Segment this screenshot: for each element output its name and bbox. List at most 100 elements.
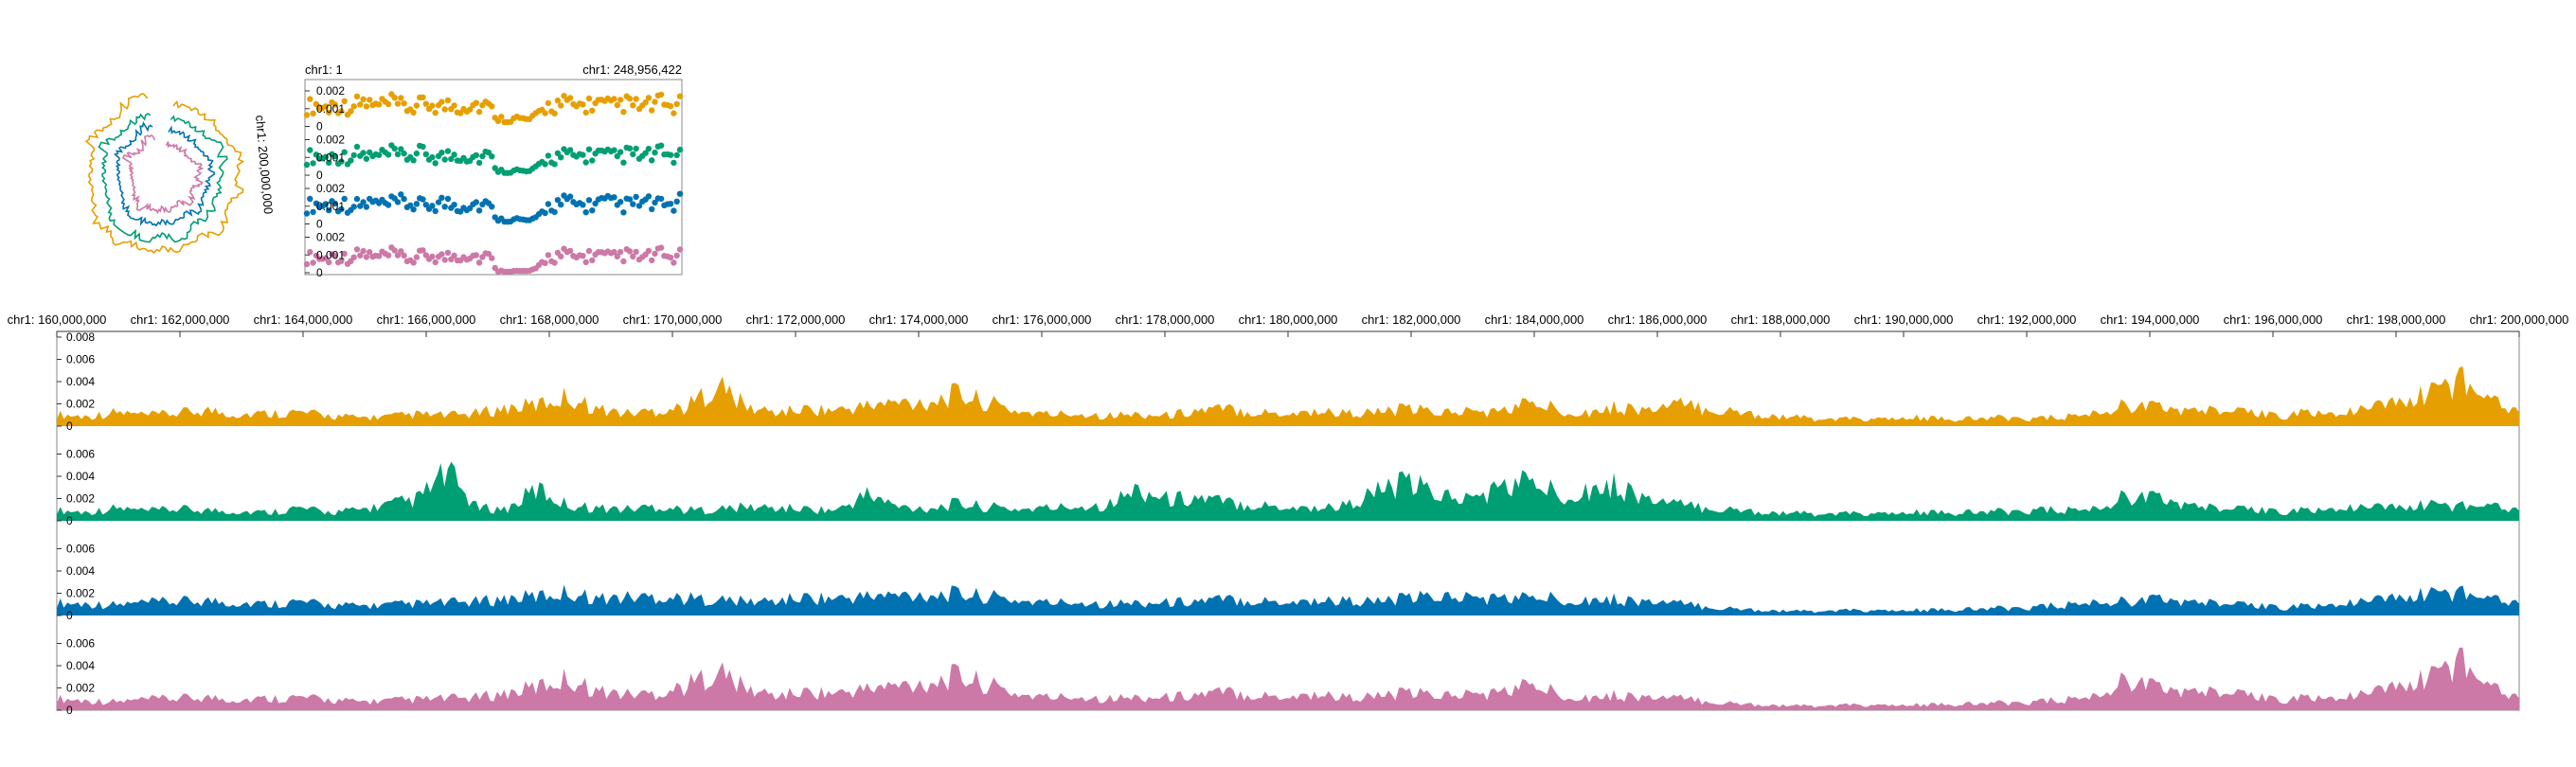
- overview-point: [391, 145, 398, 152]
- overview-point: [348, 108, 354, 115]
- overview-point: [451, 252, 457, 259]
- overview-point: [441, 106, 448, 113]
- overview-point: [585, 146, 593, 152]
- overview-point: [633, 96, 639, 102]
- overview-end-label: chr1: 248,956,422: [582, 62, 682, 77]
- overview-point: [385, 202, 392, 208]
- overview-point: [633, 248, 639, 256]
- x-axis-tick-label: chr1: 168,000,000: [500, 312, 599, 327]
- overview-point: [401, 100, 407, 107]
- overview-y-tick-label: 0.002: [316, 182, 345, 195]
- overview-point: [326, 159, 332, 166]
- overview-point: [444, 148, 452, 154]
- overview-point: [566, 147, 574, 153]
- overview-point: [313, 100, 320, 108]
- y-axis-tick-label: 0.004: [66, 375, 95, 388]
- y-axis-tick-label: 0.002: [66, 682, 95, 695]
- overview-point: [645, 95, 653, 101]
- circular-track-line: [121, 134, 205, 215]
- overview-point: [479, 152, 486, 160]
- overview-point: [630, 102, 636, 109]
- x-axis-tick-label: chr1: 160,000,000: [8, 312, 107, 327]
- x-axis-tick-label: chr1: 162,000,000: [131, 312, 230, 327]
- overview-point: [341, 195, 348, 203]
- x-axis-tick-label: chr1: 176,000,000: [993, 312, 1092, 327]
- overview-point: [489, 204, 495, 210]
- overview-point: [545, 201, 552, 207]
- overview-point: [398, 146, 404, 152]
- overview-point: [617, 248, 624, 256]
- overview-point: [554, 150, 562, 156]
- overview-point: [326, 109, 332, 116]
- overview-point: [420, 247, 426, 254]
- overview-point: [649, 157, 655, 164]
- overview-point: [611, 147, 617, 153]
- overview-y-tick-label: 0.002: [316, 84, 345, 98]
- overview-point: [353, 93, 361, 100]
- overview-point: [475, 259, 483, 266]
- overview-point: [649, 205, 655, 213]
- overview-point: [441, 204, 448, 210]
- overview-point: [410, 157, 417, 164]
- overview-point: [307, 96, 313, 102]
- overview-point: [363, 204, 370, 210]
- overview-point: [420, 196, 426, 203]
- overview-point: [620, 109, 627, 116]
- overview-point: [376, 152, 383, 158]
- overview-point: [630, 151, 636, 158]
- y-axis-tick-label: 0.006: [66, 637, 95, 651]
- overview-point: [473, 152, 479, 159]
- overview-point: [376, 253, 383, 259]
- y-axis-tick-label: 0.004: [66, 659, 95, 672]
- x-axis-tick-label: chr1: 166,000,000: [377, 312, 476, 327]
- overview-y-tick-label: 0: [316, 169, 323, 182]
- overview-point: [554, 97, 562, 104]
- overview-point: [432, 207, 438, 215]
- overview-point: [341, 250, 348, 258]
- overview-point: [558, 102, 564, 109]
- overview-point: [582, 259, 589, 265]
- overview-point: [432, 160, 438, 167]
- y-axis-tick-label: 0.008: [66, 330, 95, 344]
- overview-point: [626, 145, 634, 152]
- overview-point: [667, 152, 674, 158]
- overview-point: [348, 157, 354, 164]
- overview-point: [673, 100, 680, 108]
- overview-point: [635, 203, 643, 209]
- overview-point: [429, 153, 436, 161]
- overview-y-tick-label: 0.001: [316, 102, 345, 116]
- overview-point: [585, 197, 593, 204]
- overview-point: [422, 202, 429, 208]
- overview-point: [589, 157, 596, 164]
- overview-point: [401, 252, 407, 259]
- overview-point: [542, 110, 548, 116]
- overview-point: [367, 249, 373, 256]
- overview-point: [331, 152, 338, 160]
- track-area: [57, 366, 2519, 426]
- y-axis-tick-label: 0: [66, 704, 73, 717]
- y-axis-tick-label: 0.002: [66, 398, 95, 411]
- overview-point: [310, 110, 316, 117]
- overview-point: [545, 252, 552, 259]
- x-axis-tick-label: chr1: 180,000,000: [1239, 312, 1338, 327]
- x-axis-tick-label: chr1: 172,000,000: [746, 312, 846, 327]
- overview-point: [432, 109, 438, 116]
- overview-point: [475, 159, 483, 167]
- overview-point: [310, 208, 316, 216]
- overview-point: [410, 259, 417, 266]
- overview-point: [485, 250, 492, 258]
- overview-y-tick-label: 0: [316, 120, 323, 134]
- overview-point: [642, 99, 649, 106]
- overview-point: [444, 97, 452, 104]
- overview-point: [438, 251, 445, 258]
- x-axis-tick-label: chr1: 188,000,000: [1731, 312, 1831, 327]
- overview-point: [473, 252, 479, 259]
- overview-point: [441, 257, 448, 263]
- y-axis-tick-label: 0: [66, 609, 73, 622]
- track-area: [57, 461, 2519, 521]
- overview-point: [444, 249, 452, 257]
- overview-point: [489, 153, 495, 160]
- overview-point: [626, 96, 634, 102]
- overview-point: [558, 201, 564, 208]
- overview-point: [398, 191, 404, 198]
